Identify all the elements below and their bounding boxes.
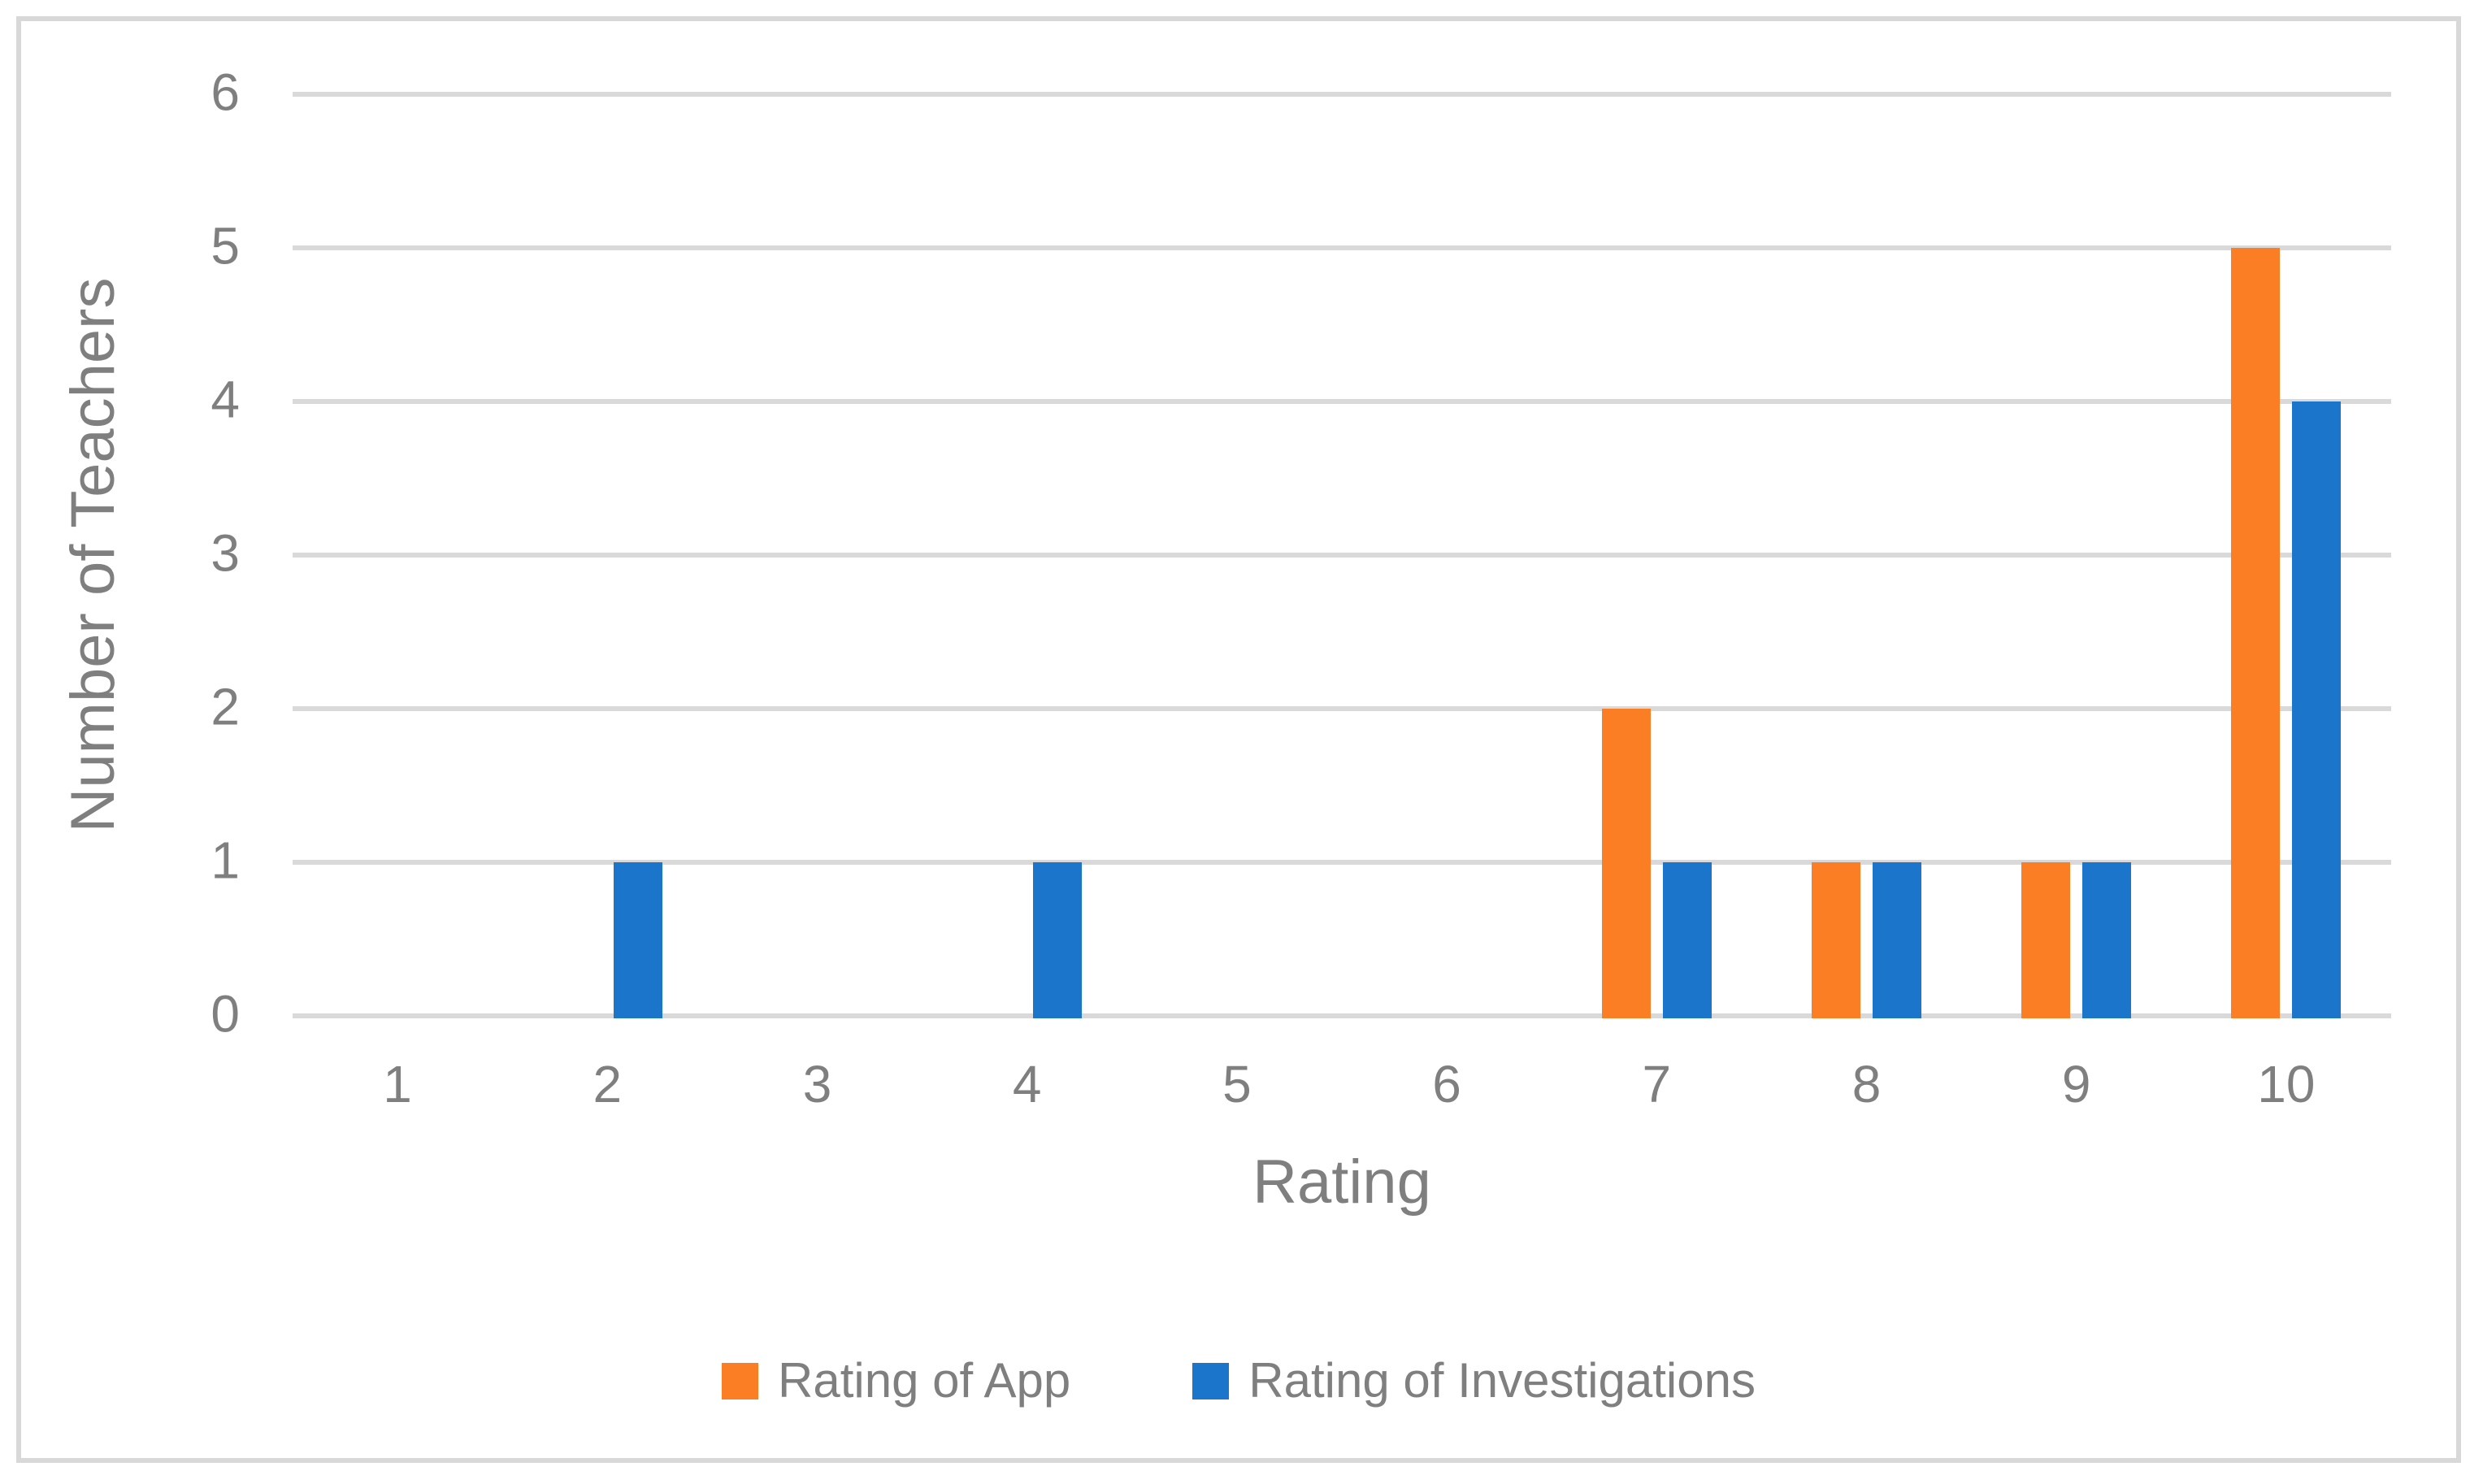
bar-app-8 <box>1812 862 1860 1018</box>
legend-label: Rating of Investigations <box>1248 1353 1756 1408</box>
bar-investigations-2 <box>613 862 662 1018</box>
gridline-y-0 <box>293 1013 2391 1018</box>
x-tick-label-8: 8 <box>1851 1055 1882 1113</box>
bar-investigations-7 <box>1662 862 1712 1018</box>
bar-app-10 <box>2231 248 2281 1018</box>
gridline-y-1 <box>293 860 2391 865</box>
y-tick-label-4: 4 <box>211 370 240 429</box>
legend-item-rating-of-investigations: Rating of Investigations <box>1192 1356 1756 1405</box>
x-tick-label-6: 6 <box>1432 1055 1461 1113</box>
legend-item-rating-of-app: Rating of App <box>722 1356 1070 1405</box>
x-tick-label-10: 10 <box>2257 1055 2316 1113</box>
bar-investigations-4 <box>1033 862 1083 1018</box>
x-tick-label-1: 1 <box>383 1055 412 1113</box>
x-tick-label-4: 4 <box>1012 1055 1042 1113</box>
y-tick-label-5: 5 <box>211 216 240 276</box>
y-tick-label-1: 1 <box>211 831 240 890</box>
blue-legend-swatch-icon <box>1192 1362 1230 1399</box>
orange-legend-swatch-icon <box>722 1362 759 1399</box>
x-tick-label-2: 2 <box>593 1055 623 1113</box>
bar-app-7 <box>1601 709 1651 1018</box>
gridline-y-3 <box>293 553 2391 558</box>
y-axis-title: Number of Teachers <box>59 277 128 833</box>
bar-investigations-9 <box>2082 862 2132 1018</box>
x-tick-label-7: 7 <box>1642 1055 1672 1113</box>
gridline-y-5 <box>293 245 2391 250</box>
y-tick-label-3: 3 <box>211 523 240 583</box>
x-axis-title: Rating <box>1252 1148 1431 1217</box>
gridline-y-6 <box>293 92 2391 97</box>
bar-app-9 <box>2021 862 2071 1018</box>
gridline-y-4 <box>293 399 2391 404</box>
y-tick-label-2: 2 <box>211 677 240 736</box>
chart-frame: 0 1 2 3 4 5 6 1 2 3 4 5 6 7 8 9 10 Number of Teachers Ra… <box>16 16 2461 1463</box>
x-tick-label-9: 9 <box>2061 1055 2091 1113</box>
bar-investigations-8 <box>1873 862 1921 1018</box>
legend-label: Rating of App <box>778 1353 1071 1408</box>
y-tick-label-6: 6 <box>211 63 240 122</box>
gridline-y-2 <box>293 706 2391 711</box>
y-tick-label-0: 0 <box>211 984 240 1044</box>
x-tick-label-3: 3 <box>802 1055 832 1113</box>
bar-investigations-10 <box>2292 401 2342 1018</box>
legend: Rating of App Rating of Investigations <box>21 1344 2456 1417</box>
x-tick-label-5: 5 <box>1222 1055 1252 1113</box>
